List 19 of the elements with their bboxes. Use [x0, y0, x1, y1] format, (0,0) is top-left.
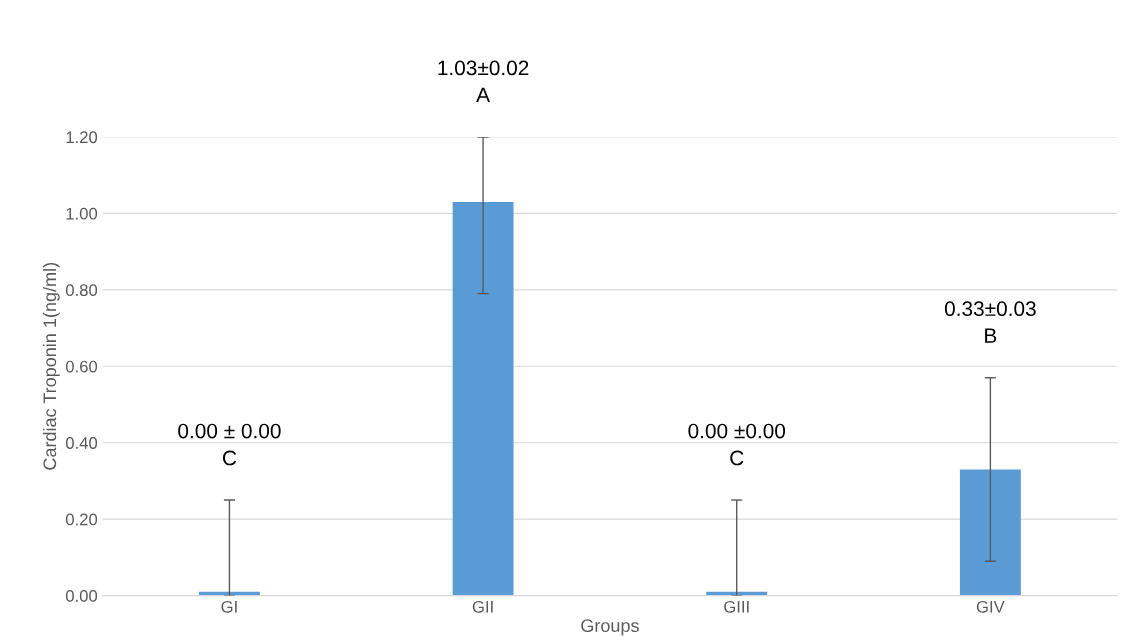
y-axis-title: Cardiac Troponin 1(ng/ml): [42, 263, 60, 470]
x-tick-label: GIV: [976, 600, 1005, 613]
y-tick-label: 0.00: [65, 590, 98, 602]
y-tick-label: 0.60: [65, 360, 98, 373]
y-tick-label: 0.40: [65, 437, 98, 449]
annotation: 0.33±0.03 B: [944, 301, 1036, 343]
text: 1.03±0.02 A: [438, 60, 529, 103]
y-tick-label: 0.80: [65, 284, 98, 297]
bar: [959, 469, 1021, 596]
y-tick-label: 1.00: [66, 207, 98, 220]
y-tick-label: 0.20: [65, 513, 98, 526]
x-tick-label: GI: [221, 600, 237, 613]
bar: [452, 201, 514, 596]
annotation: 0.00 ± 0.00 C: [178, 423, 281, 466]
x-axis-title: Groups: [581, 619, 639, 636]
y-tick-label: 1.20: [66, 131, 98, 144]
annotation: 0.00 ±0.00 C: [688, 423, 786, 466]
x-tick-label: GIII: [724, 600, 749, 613]
x-tick-label: GII: [472, 600, 493, 613]
